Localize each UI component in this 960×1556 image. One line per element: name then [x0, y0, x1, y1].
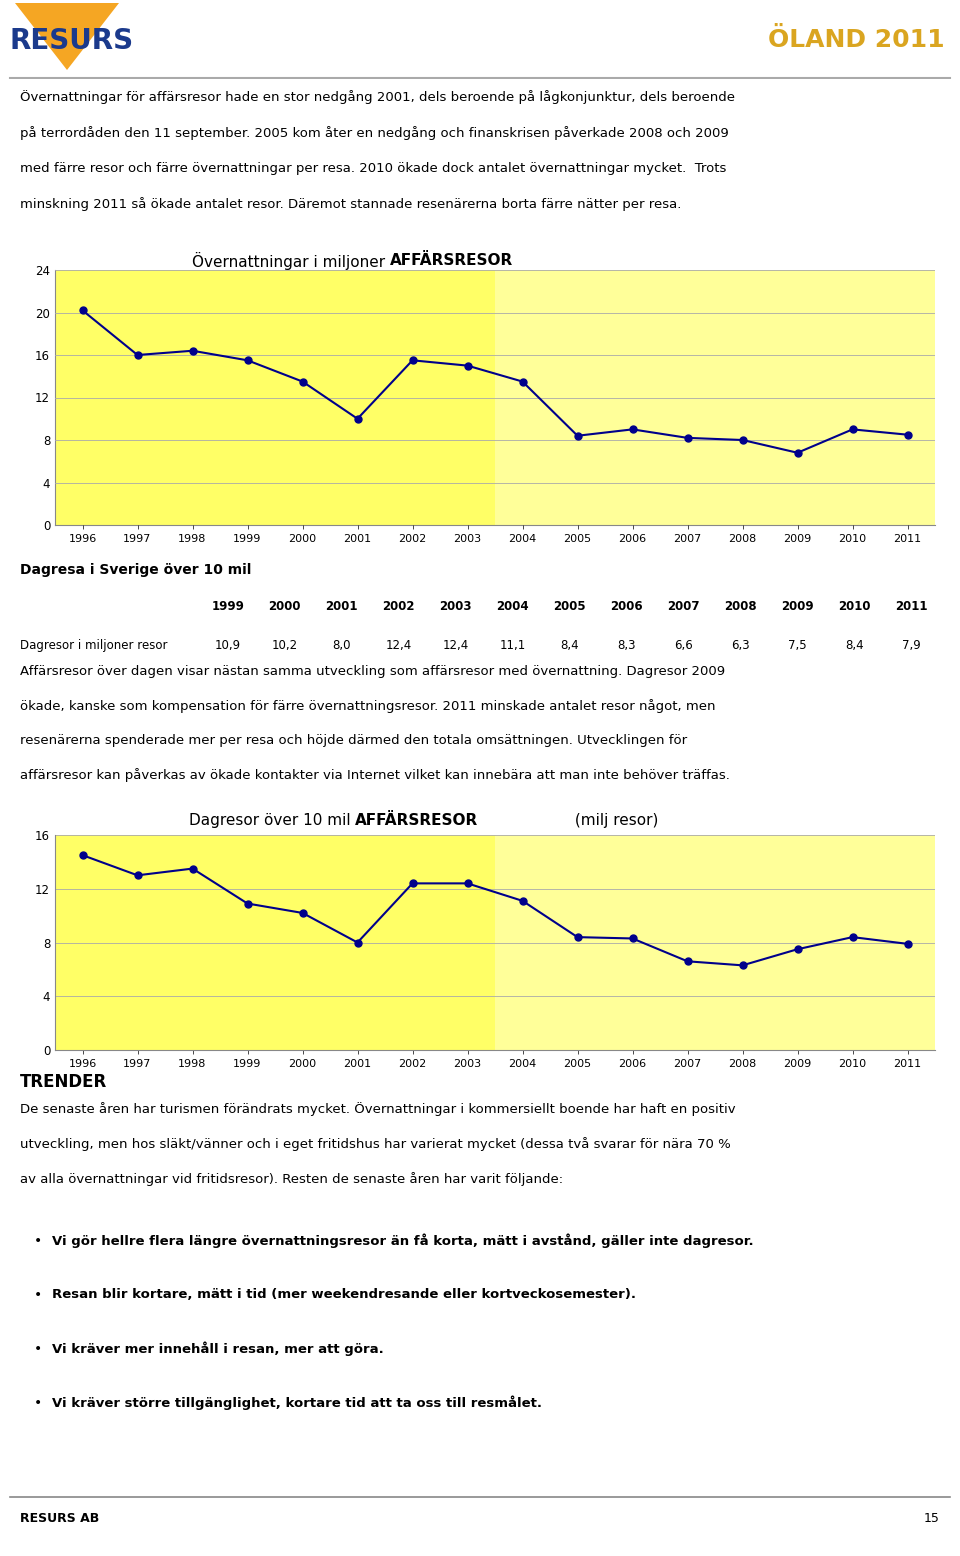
Text: 6,6: 6,6	[674, 640, 693, 652]
Text: 2005: 2005	[553, 599, 586, 613]
Text: RESURS: RESURS	[10, 26, 134, 54]
Text: AFFÄRSRESOR: AFFÄRSRESOR	[355, 812, 478, 828]
Text: minskning 2011 så ökade antalet resor. Däremot stannade resenärerna borta färre : minskning 2011 så ökade antalet resor. D…	[20, 198, 682, 212]
Text: 11,1: 11,1	[499, 640, 526, 652]
Text: 12,4: 12,4	[443, 640, 468, 652]
Text: 6,3: 6,3	[732, 640, 750, 652]
Text: ökade, kanske som kompensation för färre övernattningsresor. 2011 minskade antal: ökade, kanske som kompensation för färre…	[20, 700, 715, 713]
Text: 2006: 2006	[611, 599, 643, 613]
Text: 2002: 2002	[382, 599, 415, 613]
Text: utveckling, men hos släkt/vänner och i eget fritidshus har varierat mycket (dess: utveckling, men hos släkt/vänner och i e…	[20, 1137, 731, 1151]
Text: av alla övernattningar vid fritidsresor). Resten de senaste åren har varit följa: av alla övernattningar vid fritidsresor)…	[20, 1172, 564, 1186]
Text: •: •	[34, 1234, 42, 1248]
Text: •: •	[34, 1287, 42, 1301]
Bar	[55, 271, 495, 524]
Text: resenärerna spenderade mer per resa och höjde därmed den totala omsättningen. Ut: resenärerna spenderade mer per resa och …	[20, 734, 687, 747]
Text: ÖLAND 2011: ÖLAND 2011	[768, 28, 945, 51]
Text: Vi kräver mer innehåll i resan, mer att göra.: Vi kräver mer innehåll i resan, mer att …	[52, 1341, 384, 1357]
Text: TRENDER: TRENDER	[20, 1074, 108, 1091]
Text: på terrordåden den 11 september. 2005 kom åter en nedgång och finanskrisen påver: på terrordåden den 11 september. 2005 ko…	[20, 126, 729, 140]
Text: 8,0: 8,0	[332, 640, 351, 652]
Text: 2000: 2000	[269, 599, 301, 613]
Text: RESURS AB: RESURS AB	[20, 1511, 99, 1525]
Text: 10,9: 10,9	[215, 640, 241, 652]
Bar	[55, 836, 495, 1050]
Text: 12,4: 12,4	[386, 640, 412, 652]
Bar	[495, 836, 935, 1050]
Text: Dagresor i miljoner resor: Dagresor i miljoner resor	[20, 640, 167, 652]
Text: 2004: 2004	[496, 599, 529, 613]
Polygon shape	[15, 3, 119, 70]
Text: Vi gör hellre flera längre övernattningsresor än få korta, mätt i avstånd, gälle: Vi gör hellre flera längre övernattnings…	[52, 1234, 754, 1248]
Text: Resan blir kortare, mätt i tid (mer weekendresande eller kortveckosemester).: Resan blir kortare, mätt i tid (mer week…	[52, 1287, 636, 1301]
Text: 2001: 2001	[325, 599, 358, 613]
Text: Dagresor över 10 mil: Dagresor över 10 mil	[189, 812, 355, 828]
Text: Affärsresor över dagen visar nästan samma utveckling som affärsresor med övernat: Affärsresor över dagen visar nästan samm…	[20, 664, 725, 678]
Text: Vi kräver större tillgänglighet, kortare tid att ta oss till resmålet.: Vi kräver större tillgänglighet, kortare…	[52, 1396, 542, 1410]
Text: •: •	[34, 1396, 42, 1410]
Text: 2007: 2007	[667, 599, 700, 613]
Text: 8,4: 8,4	[845, 640, 864, 652]
Text: Övernattningar för affärsresor hade en stor nedgång 2001, dels beroende på lågko: Övernattningar för affärsresor hade en s…	[20, 90, 735, 104]
Text: med färre resor och färre övernattningar per resa. 2010 ökade dock antalet övern: med färre resor och färre övernattningar…	[20, 162, 727, 174]
Text: 2010: 2010	[838, 599, 871, 613]
Text: AFFÄRSRESOR: AFFÄRSRESOR	[390, 254, 513, 268]
Text: Övernattningar i miljoner: Övernattningar i miljoner	[192, 252, 390, 269]
Text: 7,5: 7,5	[788, 640, 807, 652]
Text: 2008: 2008	[724, 599, 756, 613]
Text: 8,3: 8,3	[617, 640, 636, 652]
Text: 2009: 2009	[781, 599, 814, 613]
Text: 2003: 2003	[440, 599, 472, 613]
Text: 2011: 2011	[896, 599, 927, 613]
Text: 7,9: 7,9	[902, 640, 921, 652]
Text: 1999: 1999	[211, 599, 245, 613]
Text: 10,2: 10,2	[272, 640, 298, 652]
Text: (milj resor): (milj resor)	[570, 812, 659, 828]
Bar	[495, 271, 935, 524]
Text: •: •	[34, 1341, 42, 1355]
Text: Dagresa i Sverige över 10 mil: Dagresa i Sverige över 10 mil	[20, 563, 252, 577]
Text: 8,4: 8,4	[561, 640, 579, 652]
Text: affärsresor kan påverkas av ökade kontakter via Internet vilket kan innebära att: affärsresor kan påverkas av ökade kontak…	[20, 769, 730, 783]
Text: De senaste åren har turismen förändrats mycket. Övernattningar i kommersiellt bo: De senaste åren har turismen förändrats …	[20, 1102, 735, 1116]
Text: 15: 15	[924, 1511, 940, 1525]
